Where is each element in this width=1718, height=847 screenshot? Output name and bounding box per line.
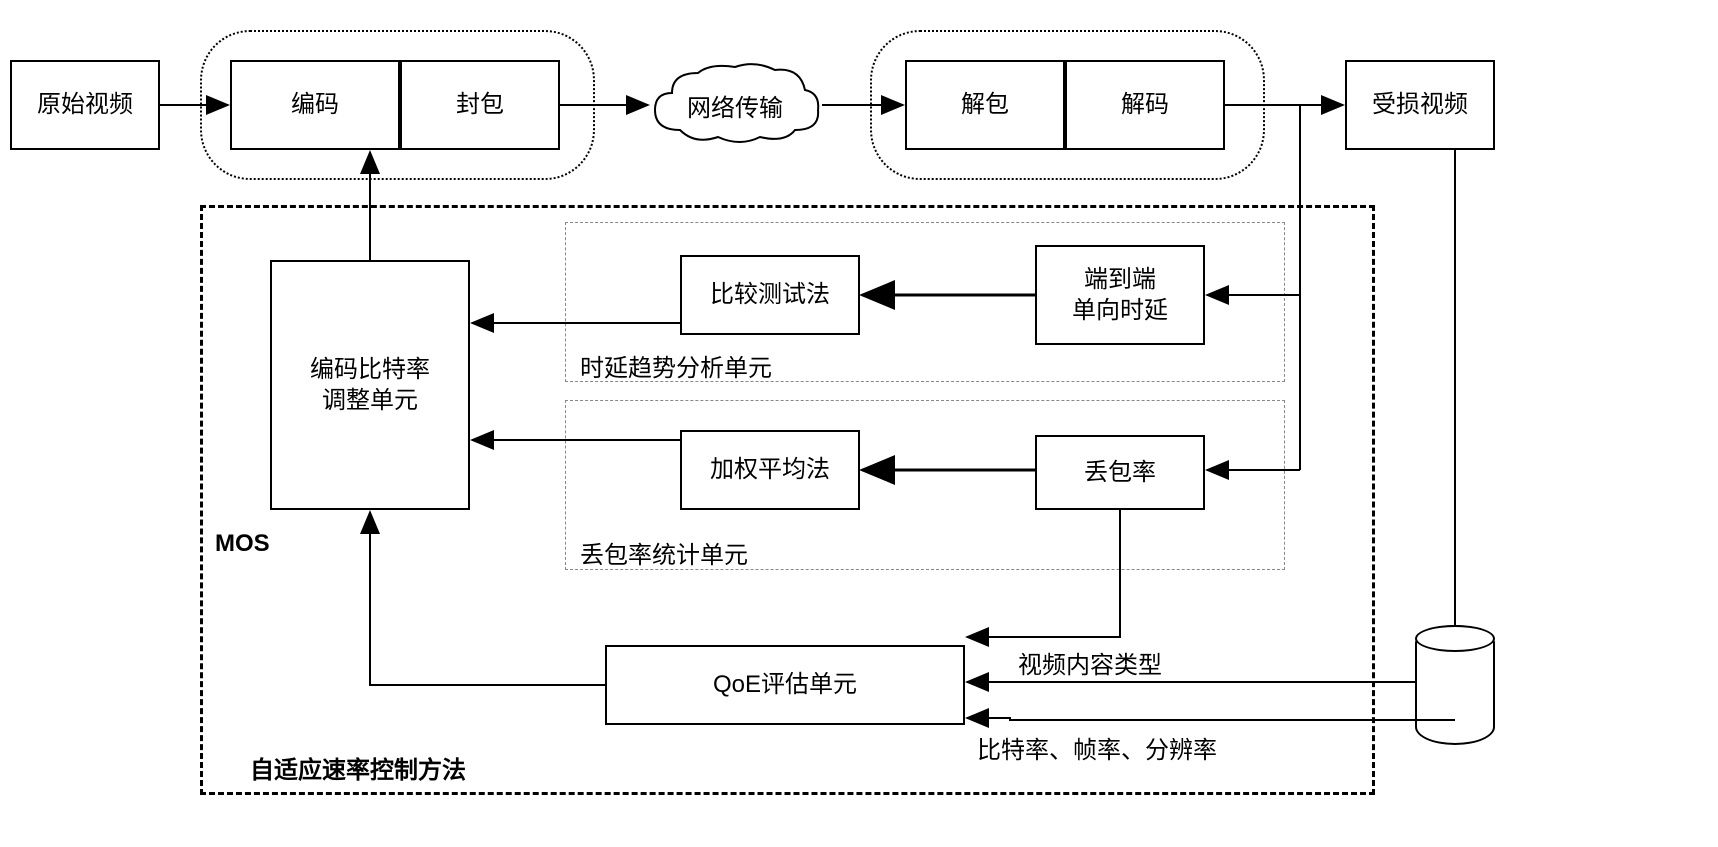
bitrate-adjust-box: 编码比特率 调整单元	[270, 260, 470, 510]
label: 编码比特率 调整单元	[310, 354, 430, 416]
label: 封包	[456, 89, 504, 120]
label: 网络传输	[687, 88, 783, 123]
loss-unit-label: 丢包率统计单元	[580, 535, 748, 570]
qoe-unit-box: QoE评估单元	[605, 645, 965, 725]
loss-rate-box: 丢包率	[1035, 435, 1205, 510]
main-box-label: 自适应速率控制方法	[250, 750, 466, 785]
label: 受损视频	[1372, 89, 1468, 120]
compare-test-box: 比较测试法	[680, 255, 860, 335]
encode-box: 编码	[230, 60, 400, 150]
delay-unit-label: 时延趋势分析单元	[580, 348, 772, 383]
weighted-avg-box: 加权平均法	[680, 430, 860, 510]
label: 加权平均法	[710, 454, 830, 485]
packet-box: 封包	[400, 60, 560, 150]
label: 端到端 单向时延	[1072, 264, 1168, 326]
damaged-video-box: 受损视频	[1345, 60, 1495, 150]
label: 编码	[291, 89, 339, 120]
decode-box: 解码	[1065, 60, 1225, 150]
label: 丢包率	[1084, 457, 1156, 488]
unpack-box: 解包	[905, 60, 1065, 150]
label: 解包	[961, 89, 1009, 120]
e2e-delay-box: 端到端 单向时延	[1035, 245, 1205, 345]
original-video-box: 原始视频	[10, 60, 160, 150]
bitrate-fps-label: 比特率、帧率、分辨率	[977, 730, 1217, 765]
label: 解码	[1121, 89, 1169, 120]
mos-label: MOS	[215, 530, 270, 558]
video-type-label: 视频内容类型	[1018, 645, 1162, 680]
network-cloud: 网络传输	[640, 55, 830, 155]
label: 比较测试法	[710, 279, 830, 310]
storage-cylinder	[1415, 625, 1495, 745]
label: QoE评估单元	[713, 669, 857, 700]
label: 原始视频	[37, 89, 133, 120]
